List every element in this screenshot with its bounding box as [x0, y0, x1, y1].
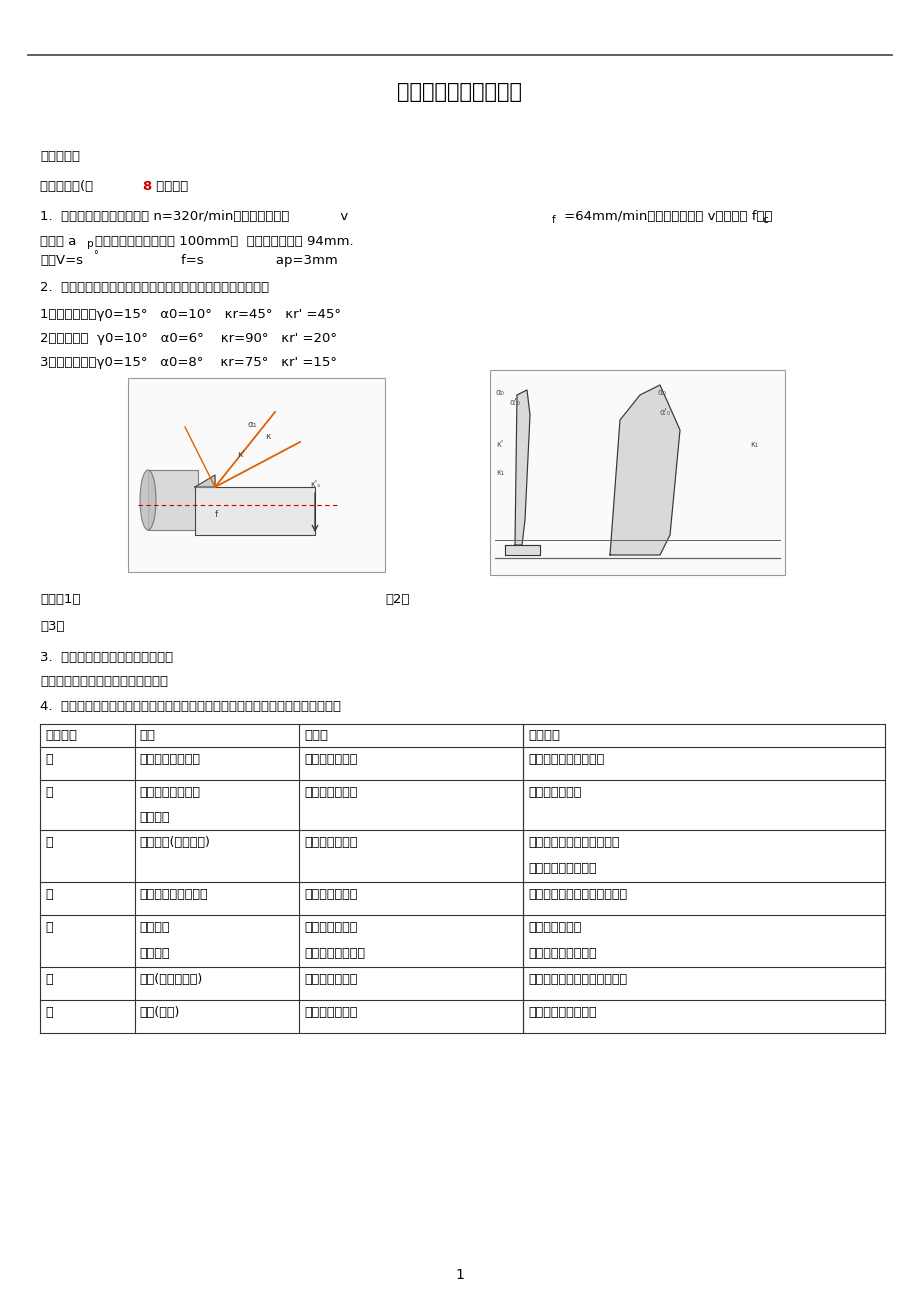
- Text: 车: 车: [45, 753, 52, 766]
- Text: 刀具的纵向或横向进给: 刀具的纵向或横向进给: [528, 753, 604, 766]
- Text: 刨: 刨: [45, 921, 52, 934]
- Text: 1: 1: [455, 1268, 464, 1282]
- Ellipse shape: [140, 470, 156, 530]
- Text: 3）外圆车刀；γ0=15°   α0=8°    κr=75°   κr' =15°: 3）外圆车刀；γ0=15° α0=8° κr=75° κr' =15°: [40, 355, 336, 368]
- Text: f=s                 ap=3mm: f=s ap=3mm: [130, 254, 337, 267]
- Text: 插: 插: [45, 973, 52, 986]
- Text: 刀具的旋转运动: 刀具的旋转运动: [304, 888, 357, 901]
- Bar: [490, 370, 784, 575]
- Text: 3.  实现切削加工的必要条件是什么: 3. 实现切削加工的必要条件是什么: [40, 651, 173, 664]
- Text: （3）: （3）: [40, 620, 64, 633]
- Text: 工作台纵向进给或横向进给: 工作台纵向进给或横向进给: [528, 836, 619, 849]
- Text: f: f: [551, 215, 555, 225]
- Text: 插床(圆形工作台): 插床(圆形工作台): [140, 973, 203, 986]
- Text: 拉床(拉刀): 拉床(拉刀): [140, 1006, 180, 1019]
- Text: κ'ₛ: κ'ₛ: [310, 480, 320, 490]
- Text: 工作台纵向、横向和垂直进给: 工作台纵向、横向和垂直进给: [528, 888, 627, 901]
- Text: 刀具的旋转运动: 刀具的旋转运动: [304, 786, 357, 799]
- Text: c: c: [761, 215, 767, 225]
- Text: 机械制造基础线下作业: 机械制造基础线下作业: [397, 82, 522, 102]
- Text: 一、主观题(共: 一、主观题(共: [40, 180, 97, 193]
- Text: 第一次作业: 第一次作业: [40, 150, 80, 163]
- Text: 道小题）: 道小题）: [152, 180, 188, 193]
- Text: 卧式车床立式车床: 卧式车床立式车床: [140, 753, 200, 766]
- Text: α'₀: α'₀: [659, 408, 670, 417]
- Text: 工作台的往复移动: 工作台的往复移动: [304, 947, 365, 960]
- Text: 卧式镗床(坐标镗床): 卧式镗床(坐标镗床): [140, 836, 210, 849]
- Text: 拉: 拉: [45, 1006, 52, 1019]
- Text: 牛头刨床: 牛头刨床: [140, 921, 170, 934]
- Text: 钻: 钻: [45, 786, 52, 799]
- Text: 工件的旋转运动: 工件的旋转运动: [304, 753, 357, 766]
- Text: f: f: [215, 510, 218, 519]
- Text: 1.  车外圆时，已知工件转速 n=320r/min，车刀移动速度            v: 1. 车外圆时，已知工件转速 n=320r/min，车刀移动速度 v: [40, 210, 348, 223]
- Text: κ₁: κ₁: [749, 440, 757, 449]
- Text: 2.  已知下列车刀的主要角度，试画出它们切削部分的示意图。: 2. 已知下列车刀的主要角度，试画出它们切削部分的示意图。: [40, 281, 269, 294]
- Text: 工作台横向进给: 工作台横向进给: [528, 921, 581, 934]
- Text: κ': κ': [237, 450, 244, 460]
- Text: 台式钻床立式钻床: 台式钻床立式钻床: [140, 786, 200, 799]
- Text: 刀具的往复移动: 刀具的往复移动: [304, 921, 357, 934]
- Text: 刀具的轴向进给: 刀具的轴向进给: [528, 786, 581, 799]
- Text: α'₀: α'₀: [509, 398, 520, 408]
- Polygon shape: [515, 391, 529, 546]
- Text: 主运动: 主运动: [304, 729, 328, 742]
- Text: p: p: [87, 240, 94, 249]
- Text: =64mm/min，试求切削速度 v，进给量 f，背: =64mm/min，试求切削速度 v，进给量 f，背: [560, 210, 772, 223]
- Text: 进给运动: 进给运动: [528, 729, 560, 742]
- Text: κ: κ: [265, 432, 270, 441]
- Text: 4.  列出常见加工方法（车削，钻削，镗削等等）的主运动和进给运动的分别是什么: 4. 列出常见加工方法（车削，钻削，镗削等等）的主运动和进给运动的分别是什么: [40, 700, 341, 713]
- Text: 刀具的往复移动: 刀具的往复移动: [304, 973, 357, 986]
- Text: 机床: 机床: [140, 729, 155, 742]
- Text: 铣: 铣: [45, 888, 52, 901]
- Text: 答：V=s: 答：V=s: [40, 254, 83, 267]
- Polygon shape: [505, 546, 539, 555]
- Text: κ₁: κ₁: [495, 467, 504, 477]
- Text: α₀: α₀: [495, 388, 505, 397]
- Text: 工作台纵向、横向和圆周进给: 工作台纵向、横向和圆周进给: [528, 973, 627, 986]
- Text: 刀具径向或轴向进给: 刀具径向或轴向进给: [528, 862, 596, 875]
- Text: 答：（1）: 答：（1）: [40, 592, 81, 605]
- Text: （靠刀具结构实现）: （靠刀具结构实现）: [528, 1006, 596, 1019]
- Text: （2）: （2）: [384, 592, 409, 605]
- Polygon shape: [609, 385, 679, 555]
- Text: 答：切削运动，刀具材料，刀具角度: 答：切削运动，刀具材料，刀具角度: [40, 674, 168, 687]
- Bar: [148, 470, 198, 530]
- Text: α₁: α₁: [248, 421, 257, 428]
- Text: 。已知待加工表面直径 100mm，  已加工表面直径 94mm.: 。已知待加工表面直径 100mm， 已加工表面直径 94mm.: [95, 234, 353, 247]
- Text: 吃刀量 a: 吃刀量 a: [40, 234, 76, 247]
- Text: 立式铣床、卧式铣床: 立式铣床、卧式铣床: [140, 888, 208, 901]
- Text: 龙门刨床: 龙门刨床: [140, 947, 170, 960]
- Bar: [128, 378, 384, 572]
- Text: 刀具的轴向移动: 刀具的轴向移动: [304, 1006, 357, 1019]
- Text: 镗: 镗: [45, 836, 52, 849]
- Text: 2）切断刀；  γ0=10°   α0=6°    κr=90°   κr' =20°: 2）切断刀； γ0=10° α0=6° κr=90° κr' =20°: [40, 332, 336, 345]
- Text: 1）端面车刀；γ0=15°   α0=10°   κr=45°   κr' =45°: 1）端面车刀；γ0=15° α0=10° κr=45° κr' =45°: [40, 309, 341, 322]
- Text: 摇臂钻床: 摇臂钻床: [140, 811, 170, 824]
- Bar: [195, 487, 314, 535]
- Text: κ': κ': [495, 440, 503, 449]
- Text: 刀具的旋转运动: 刀具的旋转运动: [304, 836, 357, 849]
- Text: 刀架水平或垂直进给: 刀架水平或垂直进给: [528, 947, 596, 960]
- Polygon shape: [195, 475, 215, 487]
- Text: 加工方法: 加工方法: [45, 729, 77, 742]
- Text: °: °: [93, 250, 97, 260]
- Text: α₀: α₀: [657, 388, 666, 397]
- Text: 8: 8: [142, 180, 151, 193]
